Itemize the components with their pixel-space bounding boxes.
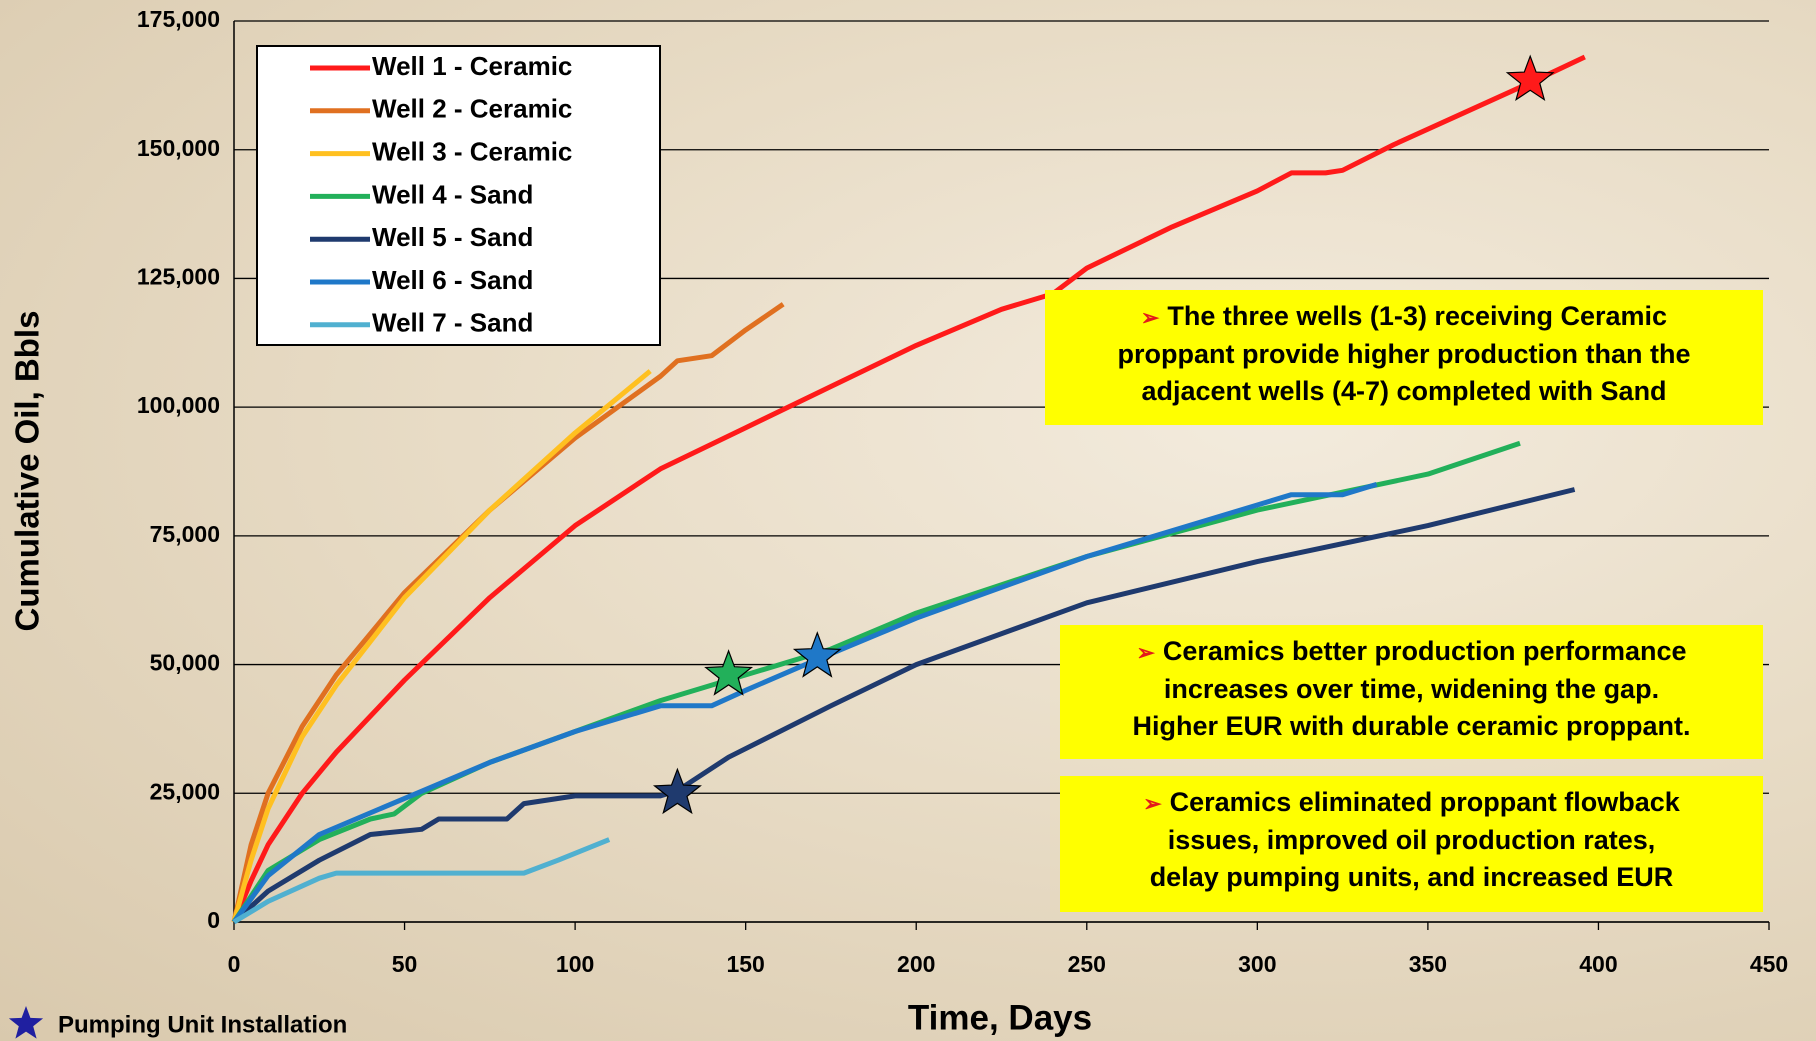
x-tick-label: 150 xyxy=(726,951,764,977)
series-line xyxy=(234,840,609,922)
legend: Well 1 - Ceramic Well 2 - Ceramic Well 3 -… xyxy=(257,46,660,345)
annotation-text: increases over time, widening the gap. xyxy=(1164,674,1659,704)
annotation-line: Higher EUR with durable ceramic proppant… xyxy=(1074,708,1749,745)
annotation-line: ➢ Ceramics eliminated proppant flowback xyxy=(1074,784,1749,822)
annotation-text: Higher EUR with durable ceramic proppant… xyxy=(1132,711,1690,741)
x-tick-label: 200 xyxy=(897,951,935,977)
series-line xyxy=(234,304,783,922)
annotation-text: proppant provide higher production than … xyxy=(1118,339,1691,369)
annotation-text: The three wells (1-3) receiving Ceramic xyxy=(1167,301,1667,331)
x-tick-label: 100 xyxy=(556,951,594,977)
y-axis-title: Cumulative Oil, Bbls xyxy=(9,311,46,632)
y-tick-label: 0 xyxy=(207,907,220,933)
y-tick-label: 50,000 xyxy=(150,650,220,676)
annotation: ➢ The three wells (1-3) receiving Ceramic… xyxy=(1045,290,1763,425)
x-tick-label: 50 xyxy=(392,951,418,977)
marker-legend-label: Pumping Unit Installation xyxy=(58,1011,347,1038)
annotation-line: proppant provide higher production than … xyxy=(1059,336,1749,373)
y-tick-label: 75,000 xyxy=(150,521,220,547)
bullet: ➢ xyxy=(1141,305,1159,330)
annotation-line: ➢ Ceramics better production performance xyxy=(1074,633,1749,671)
annotation-line: delay pumping units, and increased EUR xyxy=(1074,859,1749,896)
legend-label: Well 7 - Sand xyxy=(372,308,533,338)
annotation-text: issues, improved oil production rates, xyxy=(1168,825,1656,855)
y-tick-label: 100,000 xyxy=(137,392,220,418)
y-tick-label: 150,000 xyxy=(137,135,220,161)
annotation-text: delay pumping units, and increased EUR xyxy=(1150,862,1674,892)
annotation-text: Ceramics better production performance xyxy=(1163,636,1687,666)
marker-legend-symbol xyxy=(9,1006,43,1039)
annotation-line: issues, improved oil production rates, xyxy=(1074,822,1749,859)
pump-marker xyxy=(655,769,701,812)
annotation-text: adjacent wells (4-7) completed with Sand xyxy=(1141,376,1666,406)
annotation-line: increases over time, widening the gap. xyxy=(1074,671,1749,708)
x-tick-label: 400 xyxy=(1579,951,1617,977)
y-tick-label: 25,000 xyxy=(150,778,220,804)
pump-marker xyxy=(1507,56,1553,99)
legend-label: Well 6 - Sand xyxy=(372,265,533,295)
y-tick-label: 125,000 xyxy=(137,264,220,290)
annotation-line: adjacent wells (4-7) completed with Sand xyxy=(1059,373,1749,410)
annotation: ➢ Ceramics better production performance i… xyxy=(1060,625,1763,759)
legend-label: Well 5 - Sand xyxy=(372,222,533,252)
annotation-text: Ceramics eliminated proppant flowback xyxy=(1170,787,1680,817)
bullet: ➢ xyxy=(1136,640,1154,665)
legend-label: Well 1 - Ceramic xyxy=(372,51,572,81)
y-tick-label: 175,000 xyxy=(137,6,220,32)
bullet: ➢ xyxy=(1143,791,1161,816)
annotation: ➢ Ceramics eliminated proppant flowback is… xyxy=(1060,776,1763,912)
x-tick-label: 450 xyxy=(1750,951,1788,977)
chart-container: Time, Days Cumulative Oil, Bbls 0 25,000 5… xyxy=(0,0,1816,1041)
pump-marker xyxy=(795,633,841,677)
pump-marker xyxy=(706,651,752,694)
x-tick-label: 0 xyxy=(228,951,241,977)
x-tick-label: 350 xyxy=(1409,951,1447,977)
x-axis-title: Time, Days xyxy=(908,998,1092,1037)
x-tick-label: 300 xyxy=(1238,951,1276,977)
legend-label: Well 4 - Sand xyxy=(372,179,533,209)
x-tick-label: 250 xyxy=(1068,951,1106,977)
legend-label: Well 3 - Ceramic xyxy=(372,136,572,166)
legend-label: Well 2 - Ceramic xyxy=(372,94,572,124)
annotation-line: ➢ The three wells (1-3) receiving Ceramic xyxy=(1059,298,1749,336)
